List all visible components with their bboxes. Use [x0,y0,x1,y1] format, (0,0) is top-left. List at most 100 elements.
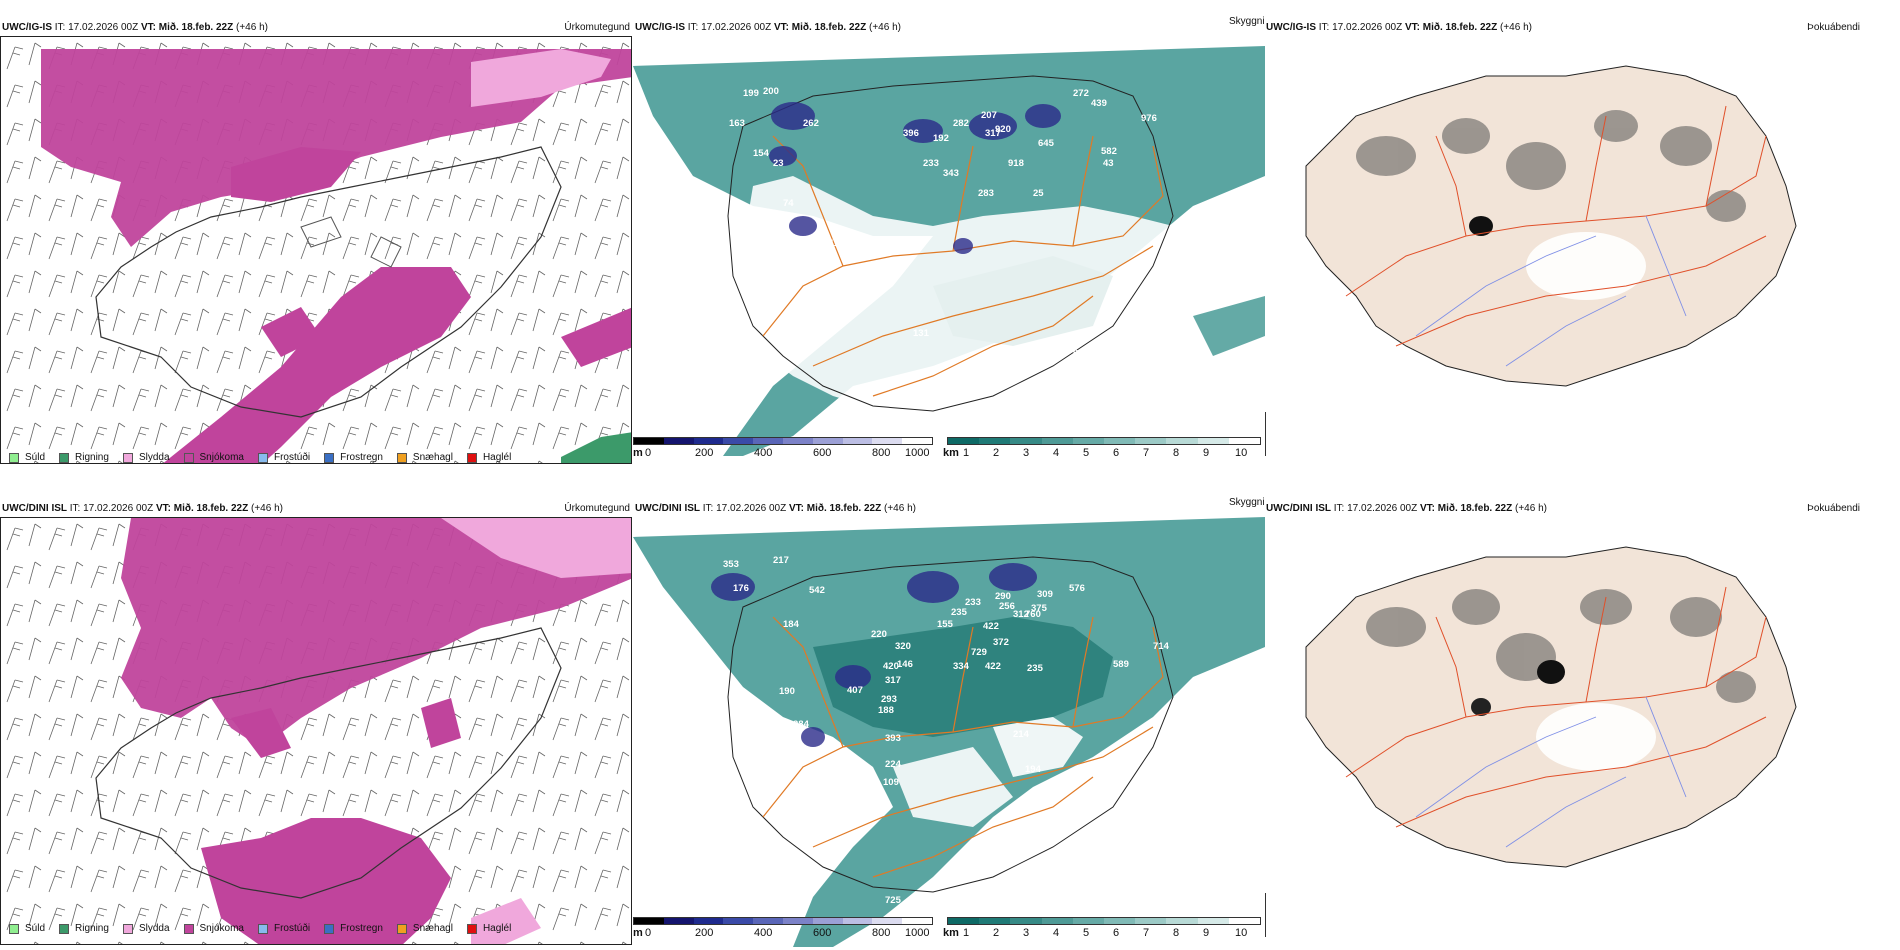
cloud-base-value: 293 [881,694,897,705]
legend-item: Frostregn [324,452,383,463]
cloud-base-value: 272 [1073,88,1089,99]
visibility-colorbar-strip [947,437,1261,445]
cloud-base-value: 214 [1013,729,1030,740]
cloud-base-value: 407 [847,685,863,696]
it-label: IT: [687,22,699,33]
model-name: UWC/IG-IS [1266,22,1316,33]
precip-type-legend: Súld Rigning Slydda Snjókoma Frostúði Fr… [9,923,525,934]
it-value: 17.02.2026 00Z [701,22,772,33]
legend-swatch [9,923,19,934]
vt-label: VT: [155,503,171,514]
legend-item: Snjókoma [183,923,244,934]
cloud-base-value: 918 [1008,158,1024,169]
panel-title: Þokuábendi [1807,22,1860,33]
legend-item: Frostúði [257,452,310,463]
cloud-base-value: 146 [897,659,913,670]
cloud-base-value: 542 [809,585,825,596]
model-name: UWC/DINI ISL [635,503,700,514]
panel-header: UWC/IG-IS IT: 17.02.2026 00Z VT: Mið. 18… [1266,22,1532,34]
it-label: IT: [69,503,81,514]
cloud-base-value: 920 [995,124,1011,135]
legend-item: Snæhagl [396,452,453,463]
legend-item: Súld [9,923,45,934]
fog-map [1305,546,1797,868]
panel-title: Úrkomutegund [564,503,630,514]
legend-swatch [466,452,477,463]
vt-label: VT: [773,22,789,33]
cloud-base-value: 976 [1141,113,1157,124]
cloud-base-value: 343 [943,168,959,179]
legend-swatch [324,452,335,463]
cloud-base-value: 176 [733,583,749,594]
vt-value: Mið. 18.feb. 22Z [791,22,867,33]
panel-title: Þokuábendi [1807,503,1860,514]
cloud-base-colorbar: m 0 200 400 600 800 1000 [633,437,943,459]
precip-map-frame: Súld Rigning Slydda Snjókoma Frostúði Fr… [0,36,632,464]
legend-item: Slydda [122,923,170,934]
visibility-panel-row1: UWC/IG-IS IT: 17.02.2026 00Z VT: Mið. 18… [633,12,1265,464]
cloud-base-value: 937 [993,398,1009,409]
precip-map [1,518,631,944]
cloud-base-value: 309 [1037,589,1053,600]
vt-value: Mið. 18.feb. 22Z [1422,22,1498,33]
legend-item: Súld [9,452,45,463]
legend-swatch [122,452,133,463]
vt-label: VT: [1404,22,1420,33]
cloud-base-value: 963 [1073,348,1089,359]
legend-swatch [257,452,268,463]
legend-swatch [466,923,477,934]
precip-type-panel-row1: UWC/IG-IS IT: 17.02.2026 00Z VT: Mið. 18… [0,12,632,464]
it-value: 17.02.2026 00Z [716,503,787,514]
legend-item: Snjókoma [183,452,244,463]
cloud-base-value: 154 [753,148,770,159]
visibility-colorbar: km 1 2 3 4 5 6 7 8 9 10 [943,437,1265,459]
cloud-base-value: 334 [953,661,970,672]
cloud-base-value: 25 [1033,188,1044,199]
cloud-base-value: 725 [885,895,902,906]
cloud-base-colorbar-strip [633,437,933,445]
cloud-base-value: 131 [913,328,930,339]
cloud-base-value: 220 [871,629,887,640]
model-name: UWC/IG-IS [635,22,685,33]
vt-value: Mið. 18.feb. 22Z [1437,503,1513,514]
fog-map [1305,65,1797,387]
vt-value: Mið. 18.feb. 22Z [158,22,234,33]
it-value: 17.02.2026 00Z [68,22,139,33]
cloud-base-value: 870 [1063,814,1079,825]
cloud-base-value: 207 [981,110,997,121]
cloud-base-value: 353 [723,559,739,570]
legend-swatch [183,923,194,934]
legend-swatch [122,923,133,934]
cloud-base-value: 23 [773,158,784,169]
cloud-base-value: 760 [1025,609,1041,620]
lead-time: (+46 h) [884,503,916,514]
cloud-base-value: 645 [1038,138,1055,149]
cloud-base-value: 375 [1031,603,1048,614]
cloud-base-value: 233 [923,158,939,169]
precip-map-frame: Súld Rigning Slydda Snjókoma Frostúði Fr… [0,517,632,945]
panel-header: UWC/DINI ISL IT: 17.02.2026 00Z VT: Mið.… [635,503,916,515]
precip-type-legend: Súld Rigning Slydda Snjókoma Frostúði Fr… [9,452,525,463]
it-value: 17.02.2026 00Z [1332,22,1403,33]
cloud-base-value: 199 [743,88,759,99]
cloud-base-value: 320 [895,641,911,652]
legend-item: Haglél [466,923,511,934]
cloud-base-value: 74 [783,198,794,209]
cloud-base-value: 188 [878,705,894,716]
cloud-base-value: 422 [985,661,1001,672]
panel-header: UWC/DINI ISL IT: 17.02.2026 00Z VT: Mið.… [2,503,283,515]
cloud-base-colorbar: m 0 200 400 600 800 1000 [633,917,943,939]
it-label: IT: [54,22,66,33]
cloud-base-value: 312 [1013,609,1029,620]
cloud-base-value: 396 [903,128,919,139]
cloud-base-value: 224 [885,759,902,770]
model-name: UWC/IG-IS [2,22,52,33]
legend-item: Haglél [466,452,511,463]
it-label: IT: [702,503,714,514]
cloud-base-unit: m [633,447,643,459]
legend-swatch [183,452,194,463]
cloud-base-value: 372 [993,637,1009,648]
legend-swatch [59,452,70,463]
